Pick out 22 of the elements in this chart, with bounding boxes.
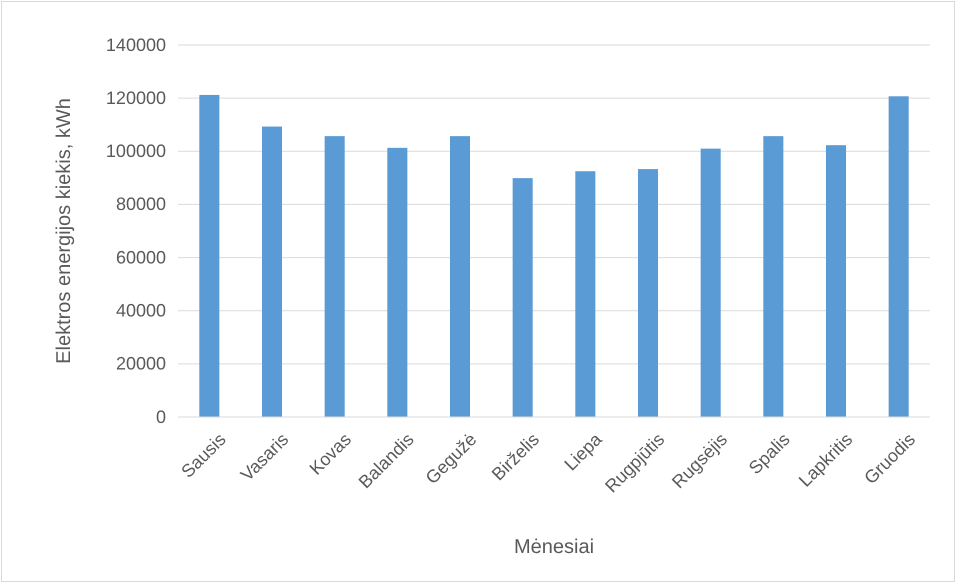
bar [826,145,846,417]
y-tick-label: 80000 [116,194,166,214]
bar [450,136,470,417]
y-tick-label: 120000 [106,88,166,108]
bar [700,148,721,417]
bar [262,126,282,417]
bar [638,169,658,417]
y-tick-label: 40000 [116,300,166,320]
y-tick-label: 100000 [106,141,166,162]
bar [888,96,909,417]
y-tick-label: 60000 [116,247,166,268]
bar [199,94,220,417]
y-tick-label: 0 [156,406,166,427]
y-tick-label: 20000 [116,354,166,374]
y-axis-title: Elektros energijos kiekis, kWh [53,98,75,364]
bar [387,148,408,417]
x-axis-title: Mėnesiai [514,536,594,558]
y-tick-label: 140000 [106,34,166,55]
bar [763,136,784,417]
bar [512,178,533,417]
bar [575,171,596,417]
bar [324,136,345,417]
